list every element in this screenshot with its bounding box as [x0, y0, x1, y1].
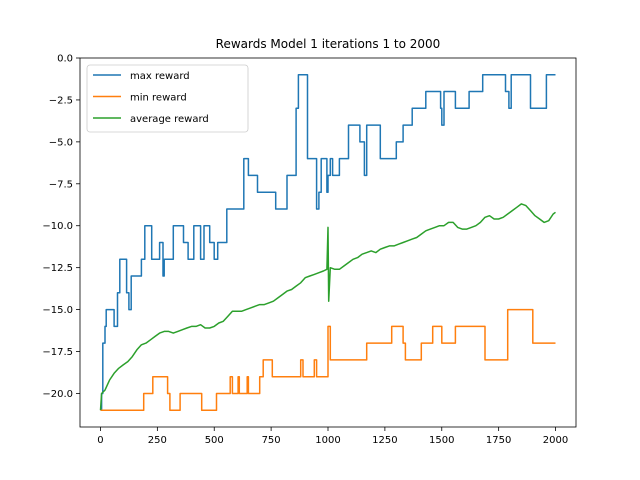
series-line-max-reward — [100, 74, 556, 411]
series-layer — [99, 74, 556, 411]
legend-label: max reward — [130, 71, 190, 82]
legend-label: average reward — [130, 114, 209, 125]
x-tick-label: 2000 — [543, 435, 568, 446]
y-axis: 0.0 −2.5 −5.0 −7.5 −10.0 −12.5 −15.0 −17.5 −20.0 — [42, 54, 80, 400]
y-tick-label: −2.5 — [49, 95, 73, 106]
chart-title: Rewards Model 1 iterations 1 to 2000 — [216, 37, 441, 51]
y-tick-label: −17.5 — [42, 347, 73, 358]
x-tick-label: 500 — [205, 435, 224, 446]
x-tick-label: 1250 — [372, 435, 397, 446]
legend-label: min reward — [130, 93, 187, 104]
x-tick-label: 0 — [97, 435, 103, 446]
y-tick-label: −20.0 — [42, 389, 73, 400]
series-line-min-reward — [100, 308, 556, 411]
y-tick-label: −12.5 — [42, 263, 73, 274]
legend: max reward min reward average reward — [86, 64, 249, 133]
x-tick-label: 1000 — [315, 435, 340, 446]
y-tick-label: −10.0 — [42, 221, 73, 232]
legend-box — [86, 64, 249, 133]
x-tick-label: 250 — [148, 435, 167, 446]
series-line-average-reward — [99, 203, 556, 411]
y-tick-label: −5.0 — [49, 137, 73, 148]
x-tick-label: 1500 — [429, 435, 454, 446]
y-tick-label: −7.5 — [49, 179, 73, 190]
y-tick-label: −15.0 — [42, 305, 73, 316]
x-tick-label: 1750 — [486, 435, 511, 446]
x-tick-label: 750 — [262, 435, 281, 446]
y-tick-label: 0.0 — [57, 54, 73, 65]
x-axis: 0 250 500 750 1000 1250 1500 1750 2000 — [97, 427, 568, 446]
